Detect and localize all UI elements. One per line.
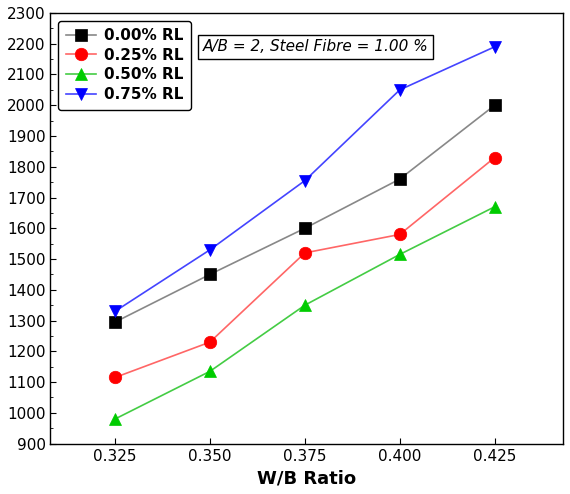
0.75% RL: [396, 87, 403, 93]
0.00% RL: [396, 176, 403, 182]
0.50% RL: [491, 204, 498, 210]
0.25% RL: [206, 339, 213, 345]
0.25% RL: [112, 374, 119, 380]
X-axis label: W/B Ratio: W/B Ratio: [257, 469, 356, 487]
Line: 0.75% RL: 0.75% RL: [109, 41, 501, 318]
0.25% RL: [491, 155, 498, 161]
Text: A/B = 2, Steel Fibre = 1.00 %: A/B = 2, Steel Fibre = 1.00 %: [202, 39, 428, 54]
0.25% RL: [396, 232, 403, 238]
0.75% RL: [206, 247, 213, 253]
0.25% RL: [302, 250, 308, 256]
0.00% RL: [206, 272, 213, 278]
0.50% RL: [396, 251, 403, 257]
Legend: 0.00% RL, 0.25% RL, 0.50% RL, 0.75% RL: 0.00% RL, 0.25% RL, 0.50% RL, 0.75% RL: [58, 21, 191, 110]
0.00% RL: [302, 225, 308, 231]
0.00% RL: [112, 319, 119, 325]
0.75% RL: [491, 44, 498, 50]
0.50% RL: [112, 416, 119, 422]
Line: 0.25% RL: 0.25% RL: [109, 151, 501, 384]
0.00% RL: [491, 102, 498, 108]
Line: 0.00% RL: 0.00% RL: [109, 99, 501, 329]
Line: 0.50% RL: 0.50% RL: [109, 201, 501, 425]
0.50% RL: [206, 369, 213, 374]
0.75% RL: [112, 308, 119, 314]
0.75% RL: [302, 178, 308, 184]
0.50% RL: [302, 302, 308, 308]
